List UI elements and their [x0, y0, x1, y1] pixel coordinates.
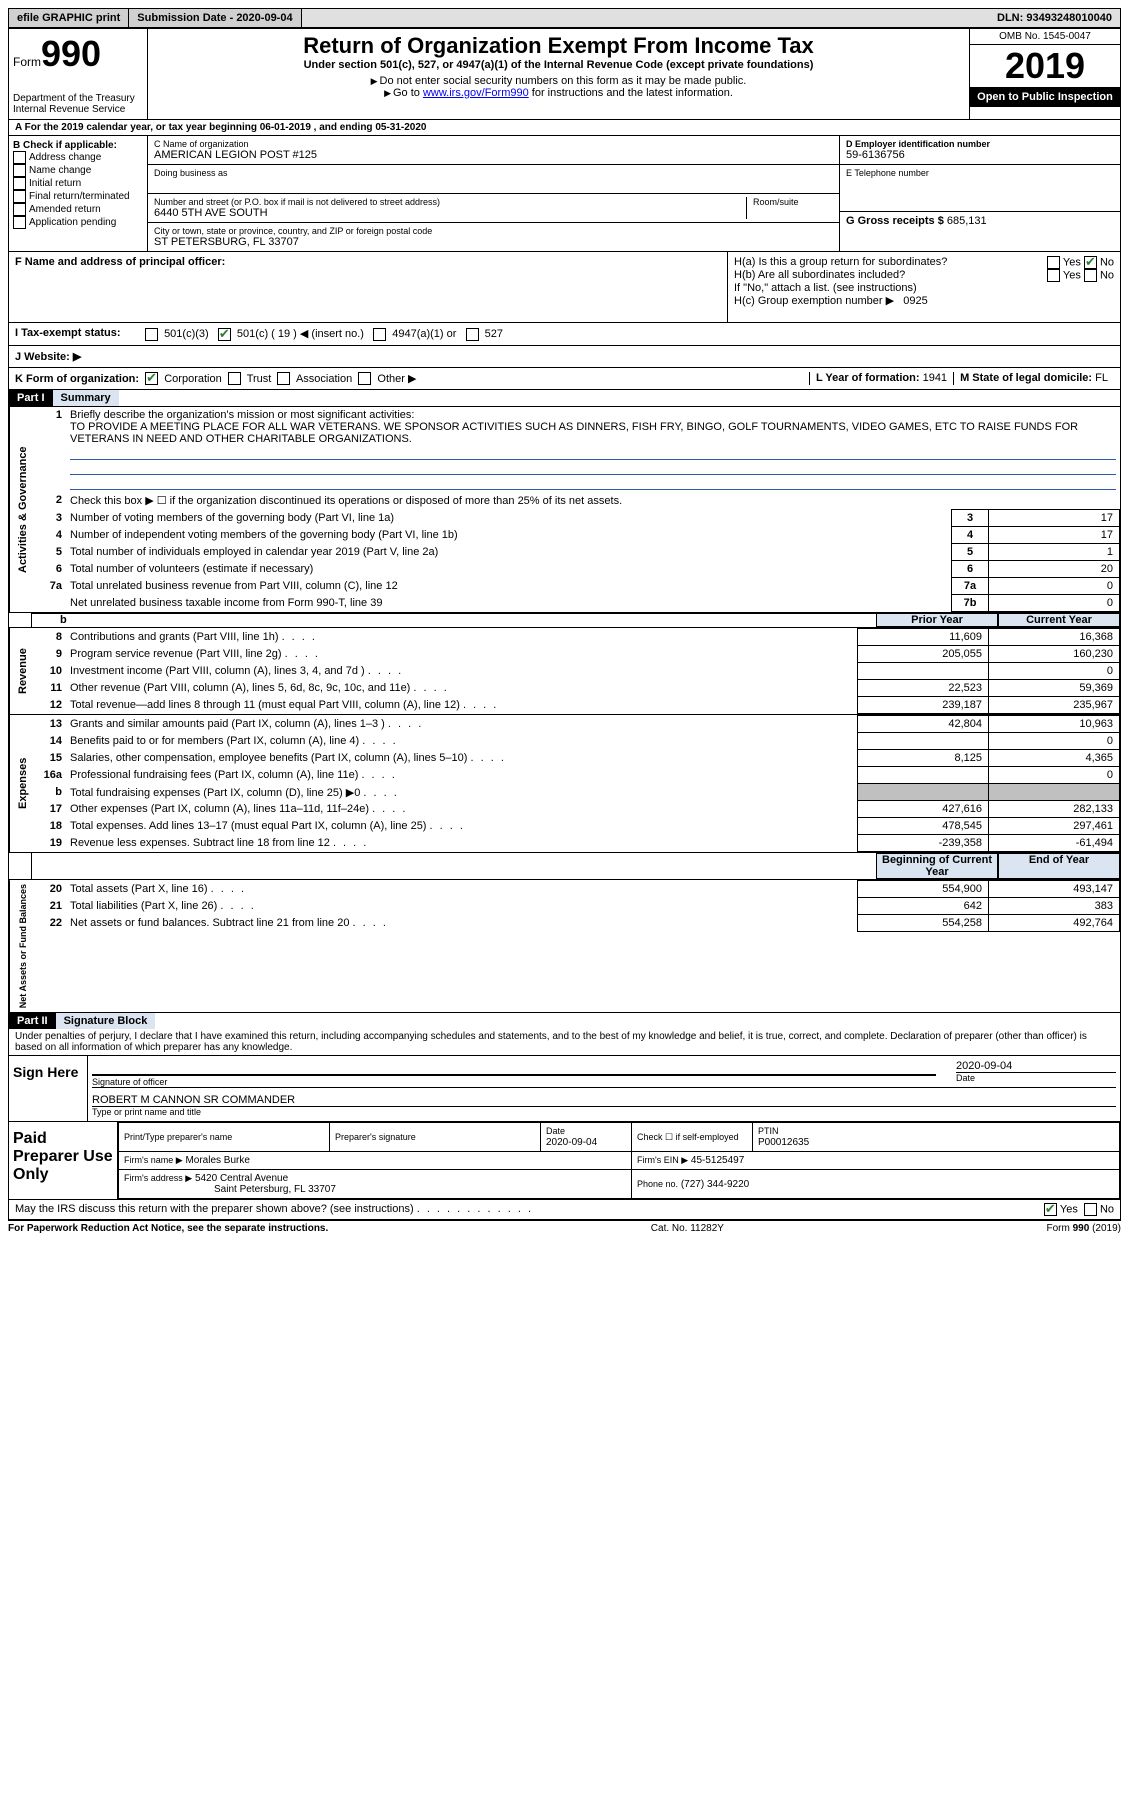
part1-governance: Activities & Governance 1Briefly describ… — [9, 406, 1120, 612]
table-row: 15Salaries, other compensation, employee… — [36, 750, 1120, 767]
submission-date-button[interactable]: Submission Date - 2020-09-04 — [129, 9, 301, 27]
part1-columns-header: b Prior Year Current Year — [9, 612, 1120, 627]
form-title: Return of Organization Exempt From Incom… — [156, 33, 961, 59]
note-goto-post: for instructions and the latest informat… — [529, 87, 733, 99]
section-b: B Check if applicable: Address change Na… — [9, 136, 148, 251]
form-word: Form — [13, 55, 41, 69]
section-c: C Name of organization AMERICAN LEGION P… — [148, 136, 839, 251]
group-exemption: 0925 — [903, 295, 927, 307]
sections-f-h: F Name and address of principal officer:… — [9, 251, 1120, 322]
ein-value: 59-6136756 — [846, 149, 1114, 161]
gross-receipts: 685,131 — [947, 215, 987, 227]
form-container: Form990 Department of the Treasury Inter… — [8, 28, 1121, 1220]
table-row: 9Program service revenue (Part VIII, lin… — [36, 646, 1120, 663]
table-row: 18Total expenses. Add lines 13–17 (must … — [36, 818, 1120, 835]
section-a: A For the 2019 calendar year, or tax yea… — [9, 119, 1120, 135]
table-row: 11Other revenue (Part VIII, column (A), … — [36, 680, 1120, 697]
table-row: 17Other expenses (Part IX, column (A), l… — [36, 801, 1120, 818]
form-header: Form990 Department of the Treasury Inter… — [9, 29, 1120, 119]
table-row: 20Total assets (Part X, line 16) . . . .… — [36, 881, 1120, 898]
top-toolbar: efile GRAPHIC print Submission Date - 20… — [8, 8, 1121, 28]
mission-text: TO PROVIDE A MEETING PLACE FOR ALL WAR V… — [70, 421, 1078, 445]
paid-preparer-block: Paid Preparer Use Only Print/Type prepar… — [9, 1121, 1120, 1199]
efile-button[interactable]: efile GRAPHIC print — [9, 9, 129, 27]
part1-net-assets: Net Assets or Fund Balances 20Total asse… — [9, 879, 1120, 1012]
part1-revenue: Revenue 8Contributions and grants (Part … — [9, 627, 1120, 714]
line-4: 4Number of independent voting members of… — [36, 527, 1120, 544]
sections-b-through-g: B Check if applicable: Address change Na… — [9, 135, 1120, 251]
table-row: bTotal fundraising expenses (Part IX, co… — [36, 784, 1120, 801]
section-j: J Website: ▶ — [9, 345, 1120, 367]
discuss-row: May the IRS discuss this return with the… — [9, 1199, 1120, 1219]
table-row: 21Total liabilities (Part X, line 26) . … — [36, 898, 1120, 915]
irs-label: Internal Revenue Service — [13, 104, 143, 115]
officer-name: ROBERT M CANNON SR COMMANDER — [92, 1094, 1116, 1106]
part1-header: Part ISummary — [9, 389, 1120, 406]
note-goto-pre: Go to — [393, 87, 423, 99]
dln-label: DLN: 93493248010040 — [989, 9, 1120, 27]
org-city: ST PETERSBURG, FL 33707 — [154, 236, 833, 248]
omb-label: OMB No. 1545-0047 — [970, 29, 1120, 45]
line-5: 5Total number of individuals employed in… — [36, 544, 1120, 561]
sign-here-block: Sign Here Signature of officer 2020-09-0… — [9, 1055, 1120, 1121]
table-row: 16aProfessional fundraising fees (Part I… — [36, 767, 1120, 784]
table-row: 19Revenue less expenses. Subtract line 1… — [36, 835, 1120, 852]
sections-k-l-m: K Form of organization: Corporation Trus… — [9, 367, 1120, 390]
form-number: 990 — [41, 33, 101, 74]
org-address: 6440 5TH AVE SOUTH — [154, 207, 746, 219]
dept-label: Department of the Treasury — [13, 93, 143, 104]
instructions-link[interactable]: www.irs.gov/Form990 — [423, 87, 529, 99]
line-7b: Net unrelated business taxable income fr… — [36, 595, 1120, 612]
open-inspection: Open to Public Inspection — [970, 87, 1120, 107]
section-f-label: F Name and address of principal officer: — [15, 256, 225, 268]
note-ssn: Do not enter social security numbers on … — [380, 75, 747, 87]
penalty-statement: Under penalties of perjury, I declare th… — [9, 1029, 1120, 1055]
sections-d-e-g: D Employer identification number 59-6136… — [839, 136, 1120, 251]
part1-expenses: Expenses 13Grants and similar amounts pa… — [9, 714, 1120, 852]
section-i: I Tax-exempt status: 501(c)(3) 501(c) ( … — [9, 322, 1120, 345]
line-3: 3Number of voting members of the governi… — [36, 510, 1120, 527]
org-name: AMERICAN LEGION POST #125 — [154, 149, 833, 161]
table-row: 22Net assets or fund balances. Subtract … — [36, 915, 1120, 932]
line-6: 6Total number of volunteers (estimate if… — [36, 561, 1120, 578]
part1-net-header: Beginning of Current Year End of Year — [9, 852, 1120, 879]
tax-year: 2019 — [970, 45, 1120, 87]
page-footer: For Paperwork Reduction Act Notice, see … — [8, 1220, 1121, 1234]
table-row: 12Total revenue—add lines 8 through 11 (… — [36, 697, 1120, 714]
table-row: 14Benefits paid to or for members (Part … — [36, 733, 1120, 750]
line-7a: 7aTotal unrelated business revenue from … — [36, 578, 1120, 595]
table-row: 13Grants and similar amounts paid (Part … — [36, 716, 1120, 733]
table-row: 8Contributions and grants (Part VIII, li… — [36, 629, 1120, 646]
table-row: 10Investment income (Part VIII, column (… — [36, 663, 1120, 680]
part2-header: Part IISignature Block — [9, 1012, 1120, 1029]
form-subtitle: Under section 501(c), 527, or 4947(a)(1)… — [156, 59, 961, 71]
